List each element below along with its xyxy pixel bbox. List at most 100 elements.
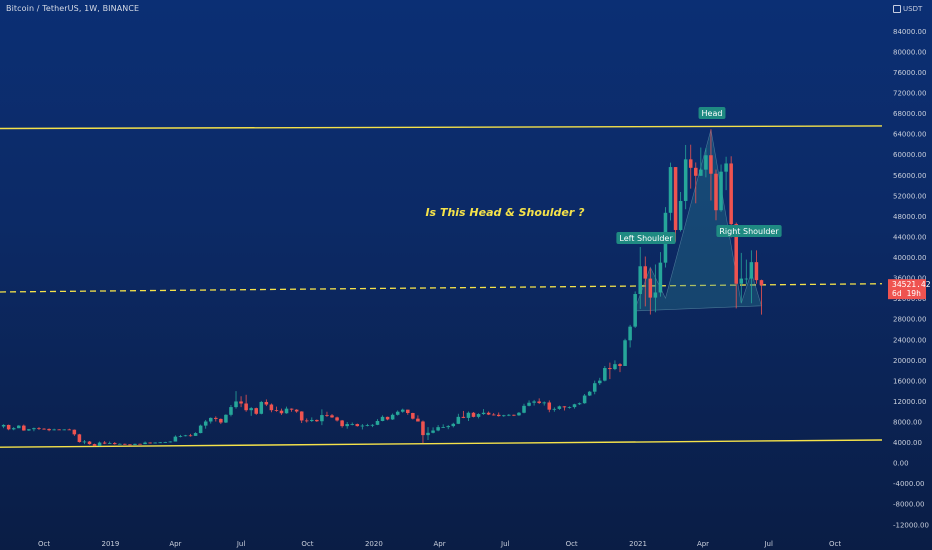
candle-body [82, 441, 87, 443]
candle-body [562, 406, 567, 408]
candle [304, 418, 309, 423]
trendline-2 [0, 439, 883, 448]
candle [724, 156, 728, 191]
symbol-title: Bitcoin / TetherUS, 1W, BINANCE [6, 4, 140, 13]
candle-body [72, 429, 77, 435]
candle-body [643, 266, 648, 279]
currency-label[interactable]: USDT [893, 5, 922, 13]
candle [82, 440, 87, 445]
candle-body [370, 424, 375, 426]
candle-body [340, 420, 344, 427]
right-shoulder-label[interactable]: Right Shoulder [716, 225, 782, 237]
y-tick-label: 20000.00 [893, 357, 926, 365]
candle-body [77, 434, 82, 443]
candle-body [224, 414, 228, 423]
candle [481, 409, 486, 415]
bar-countdown-text: 6d 19h [892, 289, 921, 298]
candle [239, 396, 243, 408]
candle-body [102, 442, 107, 444]
candle-body [512, 414, 516, 416]
candle-body [486, 412, 491, 415]
candle-body [47, 428, 51, 431]
candle-body [284, 408, 289, 414]
candle [310, 417, 314, 423]
candle-body [729, 163, 733, 225]
y-tick-label: 0.00 [893, 460, 909, 468]
candle-body [57, 429, 61, 431]
y-tick-label: -12000.00 [893, 521, 929, 529]
candle-body [178, 436, 183, 437]
candle [274, 406, 279, 412]
candle-body [107, 443, 112, 444]
candle-body [123, 443, 127, 445]
candle-body [92, 444, 97, 446]
candle [244, 394, 248, 412]
candle [143, 441, 147, 445]
candle-body [315, 419, 319, 422]
candle-body [446, 426, 450, 428]
candle-body [239, 401, 243, 404]
trendlines[interactable] [0, 125, 883, 448]
candle [416, 415, 420, 422]
candle-body [330, 415, 334, 418]
candle-body [638, 266, 642, 295]
candle-body [87, 441, 92, 445]
candle-body [335, 417, 339, 421]
candle-body [658, 262, 663, 293]
candle [512, 414, 516, 417]
candle-body [598, 380, 602, 384]
candle [118, 443, 122, 445]
candle [259, 400, 264, 415]
candle-body [537, 401, 541, 403]
left-shoulder-label[interactable]: Left Shoulder [616, 232, 676, 244]
candle-body [496, 414, 501, 417]
candle [522, 403, 526, 414]
candle-body [259, 401, 264, 414]
candle [623, 338, 627, 366]
x-tick-label: 2019 [102, 540, 120, 548]
candle [299, 411, 304, 424]
candle [628, 324, 632, 348]
candle [87, 441, 92, 445]
candle-body [431, 430, 435, 433]
candle-body [183, 435, 188, 437]
head-label[interactable]: Head [698, 107, 726, 119]
candle [269, 403, 274, 413]
candle-body [375, 420, 380, 425]
candle-body [6, 424, 11, 430]
candle-body [451, 423, 456, 427]
question-annotation[interactable]: Is This Head & Shoulder ? [425, 206, 585, 219]
candle [254, 407, 258, 415]
candle [699, 147, 703, 177]
right-shoulder-text: Right Shoulder [719, 227, 779, 236]
time-axis[interactable]: Oct 2019 Apr Jul Oct 2020 Apr Jul Oct 2021 Apr Jul O… [38, 540, 841, 548]
candle [47, 428, 51, 432]
candle [633, 291, 637, 328]
head-text: Head [702, 109, 723, 118]
candle [133, 443, 137, 446]
candle-body [436, 427, 440, 431]
candle-body [567, 407, 572, 408]
candle [385, 416, 390, 421]
candle-body [461, 416, 466, 418]
candle-body [714, 173, 718, 211]
candle [618, 363, 622, 373]
price-axis[interactable]: 84000.00 80000.00 76000.00 72000.00 68000.00… [893, 28, 929, 529]
candles[interactable] [1, 129, 764, 447]
candle-body [163, 442, 168, 443]
x-tick-label: Jul [500, 540, 510, 548]
y-tick-label: 24000.00 [893, 336, 926, 344]
candle [22, 424, 26, 431]
candle [234, 391, 238, 409]
candle [365, 423, 370, 427]
candle [744, 259, 749, 285]
candle-body [269, 404, 274, 411]
candle-body [421, 421, 425, 436]
trendline-1 [0, 125, 883, 130]
x-tick-label: 2020 [365, 540, 383, 548]
candle-body [52, 429, 56, 431]
candle-body [572, 404, 577, 408]
candle [375, 419, 380, 426]
candle [360, 424, 365, 430]
